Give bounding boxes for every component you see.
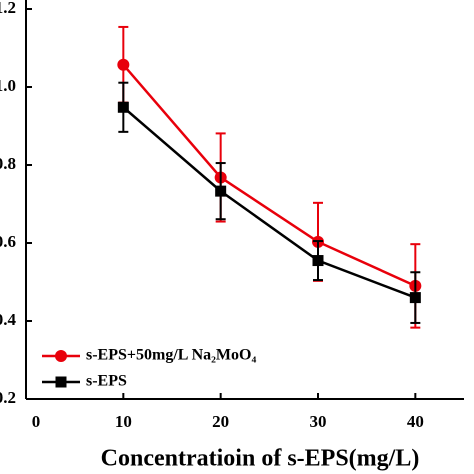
- x-tick-label: 20: [212, 412, 229, 431]
- legend-label: s-EPS+50mg/L Na₂MoO₄: [86, 347, 256, 364]
- series-line: [122, 63, 416, 288]
- series-line: [122, 106, 416, 299]
- x-axis-label: Concentratioin of s-EPS(mg/L): [101, 446, 420, 472]
- x-tick-label: 40: [407, 412, 424, 431]
- marker: [117, 101, 129, 113]
- x-tick-label: 10: [115, 412, 132, 431]
- y-tick-label: 1.0: [0, 76, 16, 95]
- x-tick-label: 30: [310, 412, 327, 431]
- legend-marker: [55, 350, 67, 362]
- marker: [409, 292, 421, 304]
- y-tick-label: 0.4: [0, 310, 17, 329]
- y-tick-label: 0.8: [0, 154, 16, 173]
- legend-marker: [55, 376, 67, 388]
- marker: [215, 185, 227, 197]
- marker: [312, 255, 324, 267]
- y-tick-label: 1.2: [0, 0, 16, 17]
- y-tick-label: 0.6: [0, 232, 16, 251]
- marker: [117, 58, 130, 71]
- x-tick-label: 0: [32, 412, 41, 431]
- legend-label: s-EPS: [86, 373, 127, 390]
- y-tick-label: 0.2: [0, 388, 16, 407]
